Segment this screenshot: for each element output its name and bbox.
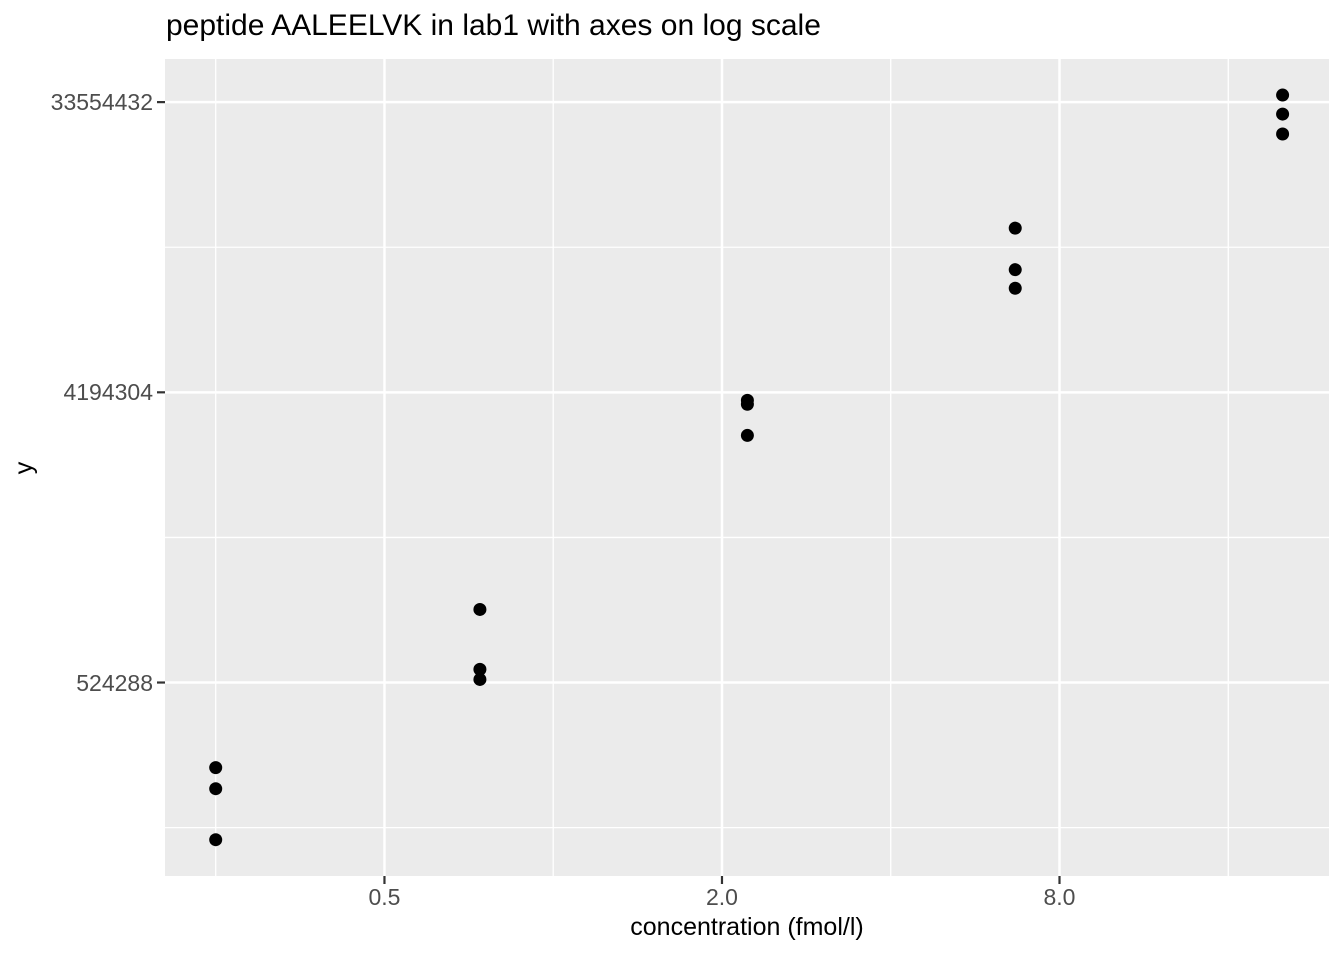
y-axis-title: y xyxy=(9,461,38,475)
data-point xyxy=(1276,88,1290,102)
x-tick-label: 0.5 xyxy=(368,884,401,910)
data-point xyxy=(209,833,223,847)
chart-title: peptide AALEELVK in lab1 with axes on lo… xyxy=(166,9,821,42)
data-point xyxy=(1008,281,1022,295)
data-point xyxy=(1008,221,1022,235)
x-axis-title: concentration (fmol/l) xyxy=(630,913,864,941)
data-point xyxy=(1276,107,1290,121)
panel-background xyxy=(165,59,1329,876)
data-point xyxy=(740,397,754,411)
data-point xyxy=(209,782,223,796)
data-point xyxy=(740,428,754,442)
data-point xyxy=(473,662,487,676)
data-point xyxy=(1008,263,1022,277)
data-point xyxy=(1276,127,1290,141)
y-tick-label: 33554432 xyxy=(50,89,153,116)
data-point xyxy=(473,672,487,686)
x-tick-label: 2.0 xyxy=(705,884,738,910)
x-tick-label: 8.0 xyxy=(1043,884,1076,910)
y-tick-label: 4194304 xyxy=(63,379,153,406)
data-point xyxy=(473,602,487,616)
y-tick-label: 524288 xyxy=(76,669,153,696)
data-point xyxy=(209,761,223,775)
